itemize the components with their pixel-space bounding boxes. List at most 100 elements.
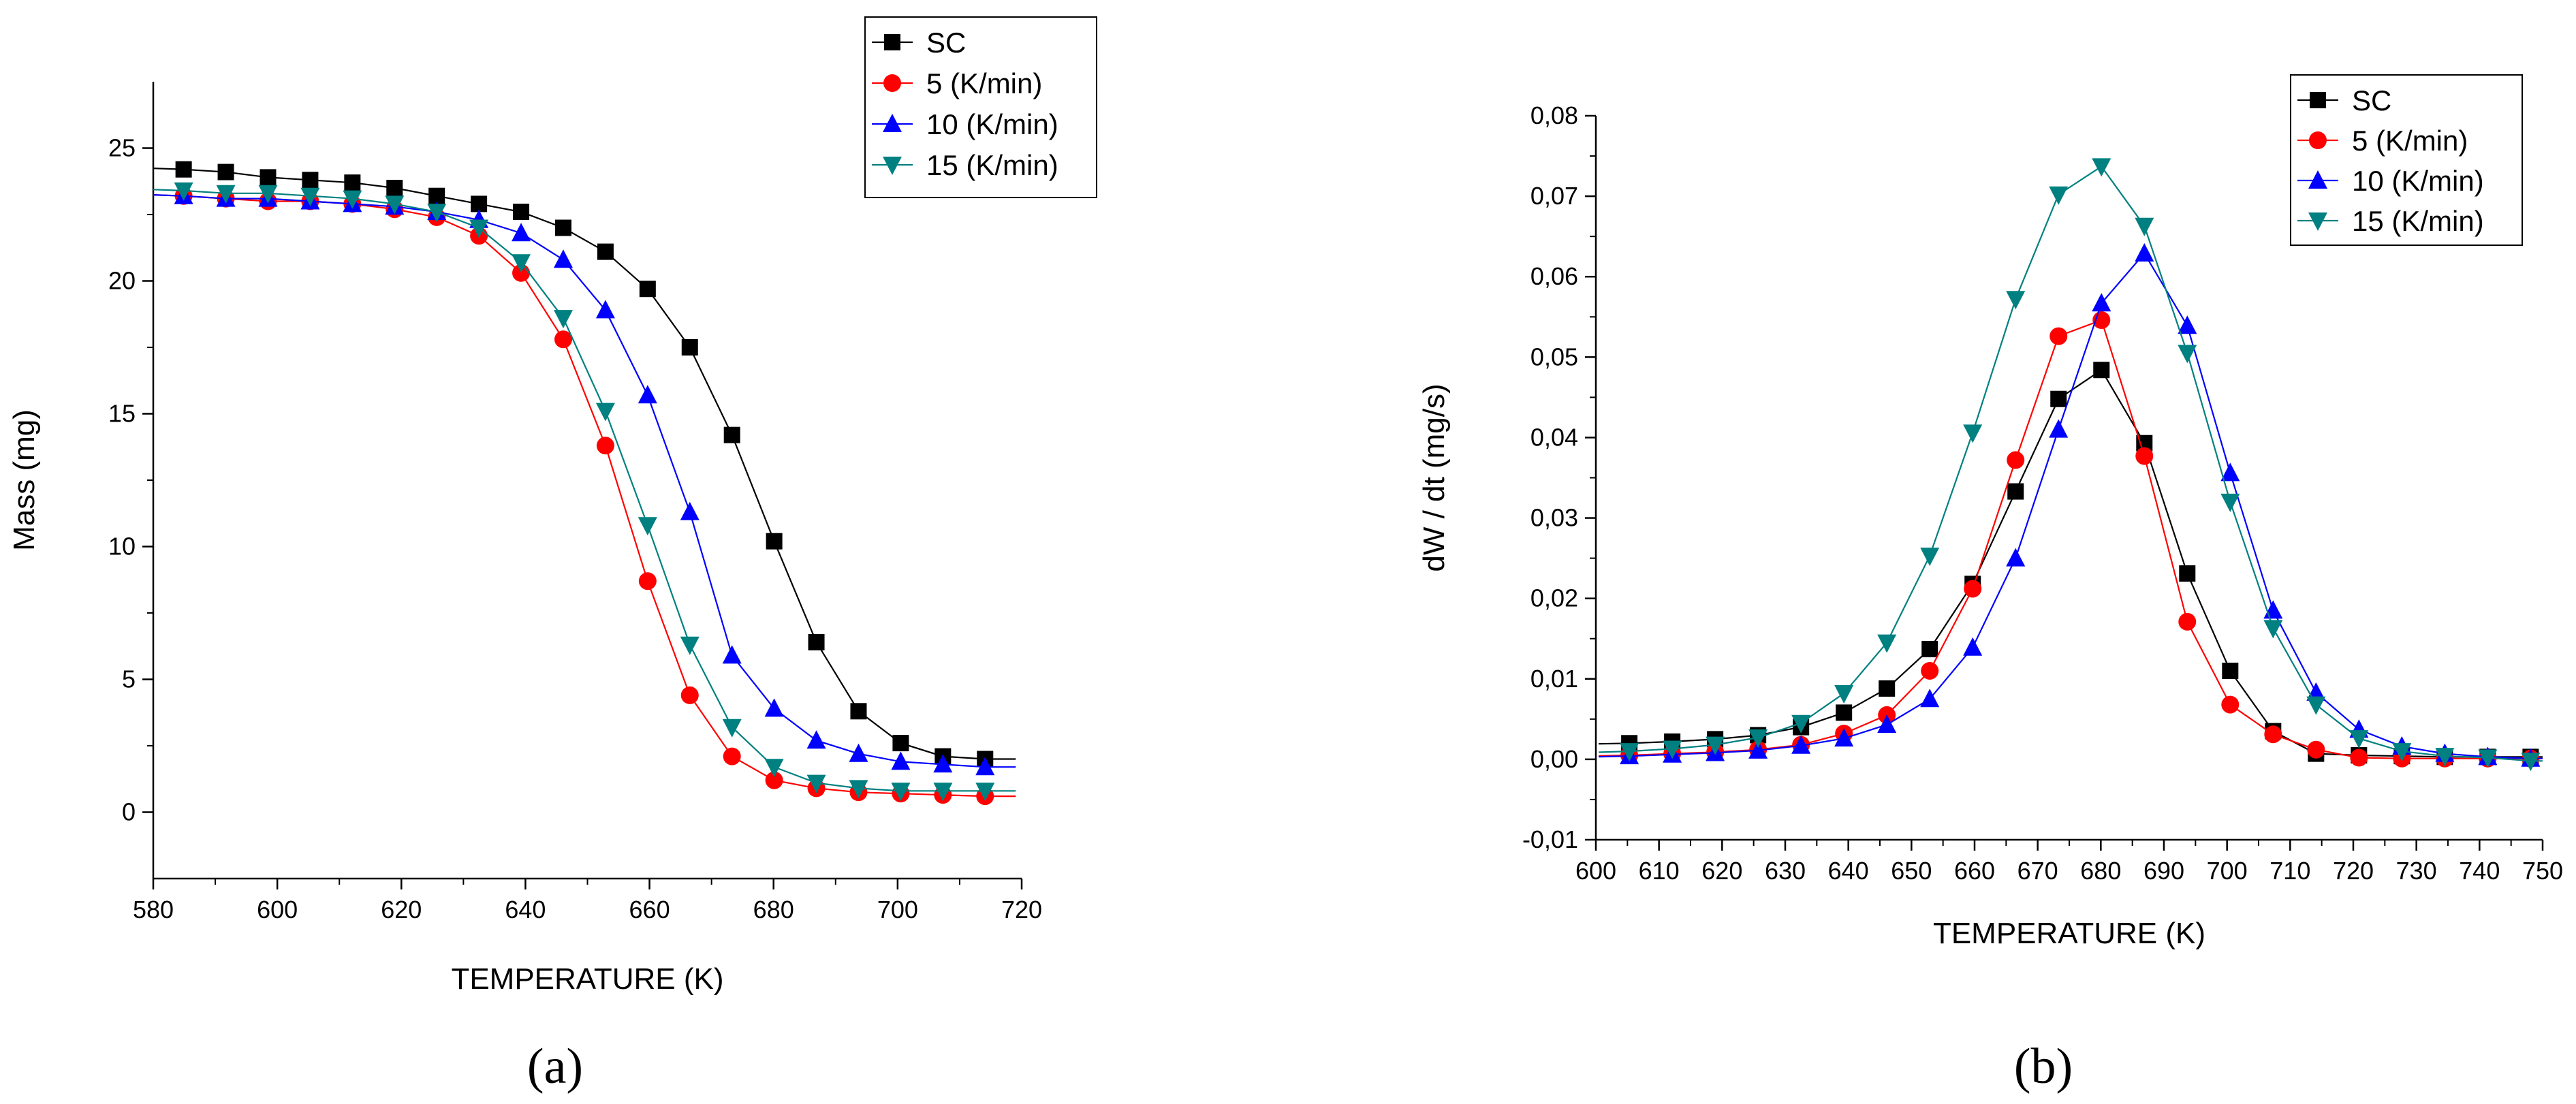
- x-tick-label: 700: [877, 896, 918, 924]
- x-tick-label: 730: [2396, 857, 2437, 885]
- series-4: [153, 182, 1016, 802]
- data-point: [2049, 186, 2069, 205]
- data-point: [300, 187, 320, 206]
- data-point: [2178, 612, 2197, 631]
- data-point: [1748, 740, 1768, 759]
- data-point: [1834, 728, 1854, 747]
- data-point: [2478, 749, 2498, 768]
- data-point: [1620, 743, 1639, 762]
- data-point: [1920, 689, 1940, 708]
- data-point: [849, 743, 868, 762]
- data-point: [2392, 743, 2412, 762]
- data-point: [680, 501, 700, 520]
- data-point: [554, 219, 571, 236]
- data-point: [722, 719, 742, 738]
- data-point: [680, 636, 700, 655]
- data-point: [258, 185, 278, 204]
- legend-label: SC: [926, 27, 966, 59]
- data-point: [597, 243, 614, 260]
- data-point: [2264, 725, 2282, 744]
- data-point: [553, 310, 573, 329]
- legend: SC 5 (K/min) 10 (K/min) 15 (K/min): [864, 16, 1097, 198]
- data-point: [2307, 740, 2325, 759]
- data-point: [892, 735, 909, 752]
- y-tick-label: -0,01: [1522, 825, 1578, 853]
- series-line: [153, 168, 1016, 760]
- legend-marker: [883, 114, 902, 132]
- legend-box: [864, 16, 1097, 198]
- y-tick-label: 0,01: [1530, 665, 1578, 693]
- y-tick-label: 0,06: [1530, 262, 1578, 290]
- data-point: [2521, 753, 2541, 772]
- legend-marker: [2308, 212, 2327, 231]
- data-point: [723, 747, 741, 766]
- y-tick-label: 0: [122, 798, 136, 826]
- x-tick-label: 720: [1001, 896, 1042, 924]
- legend-label: 15 (K/min): [926, 149, 1058, 181]
- data-point: [2179, 565, 2196, 582]
- y-tick-label: 0,00: [1530, 745, 1578, 773]
- data-point: [1791, 735, 1811, 754]
- data-point: [1964, 580, 1982, 598]
- data-point: [2263, 620, 2283, 639]
- data-point: [385, 195, 405, 215]
- data-point: [638, 385, 657, 404]
- y-tick-label: 10: [108, 533, 136, 561]
- legend-marker: [883, 74, 901, 92]
- series-1: [153, 161, 1016, 768]
- data-point: [1963, 424, 1983, 443]
- data-point: [2350, 748, 2368, 767]
- data-point: [933, 754, 953, 773]
- data-point: [764, 759, 784, 778]
- legend-label: 10 (K/min): [926, 108, 1058, 140]
- data-point: [217, 163, 234, 180]
- x-tick-label: 660: [629, 896, 670, 924]
- x-tick-label: 750: [2522, 857, 2563, 885]
- data-point: [596, 437, 614, 455]
- legend-label: SC: [2352, 84, 2391, 116]
- data-point: [216, 185, 236, 204]
- x-tick-label: 600: [257, 896, 298, 924]
- data-point: [174, 182, 193, 201]
- data-point: [638, 517, 657, 536]
- data-point: [975, 757, 995, 776]
- data-point: [2049, 327, 2068, 345]
- data-point: [2306, 696, 2326, 715]
- data-point: [2007, 451, 2025, 469]
- data-point: [1921, 641, 1938, 658]
- legend-marker: [2308, 170, 2327, 189]
- data-point: [1663, 740, 1682, 759]
- data-point: [1920, 548, 1940, 567]
- y-tick-label: 0,07: [1530, 182, 1578, 210]
- data-point: [595, 403, 615, 422]
- x-tick-label: 630: [1765, 857, 1806, 885]
- x-tick-label: 620: [381, 896, 422, 924]
- data-point: [806, 730, 826, 749]
- x-tick-label: 580: [133, 896, 174, 924]
- data-point: [471, 195, 488, 212]
- data-point: [1877, 634, 1897, 653]
- data-point: [808, 633, 825, 650]
- x-tick-label: 700: [2207, 857, 2248, 885]
- legend-label: 15 (K/min): [2352, 205, 2484, 237]
- data-point: [513, 204, 530, 221]
- x-axis-label: TEMPERATURE (K): [451, 962, 723, 996]
- data-point: [595, 300, 615, 319]
- y-tick-label: 0,03: [1530, 504, 1578, 532]
- data-point: [681, 339, 698, 356]
- data-point: [722, 645, 742, 664]
- y-tick-label: 20: [108, 267, 136, 295]
- data-point: [512, 254, 531, 273]
- data-point: [2222, 662, 2239, 679]
- x-tick-label: 720: [2333, 857, 2374, 885]
- data-point: [554, 330, 572, 349]
- legend-label: 10 (K/min): [2352, 165, 2484, 197]
- y-tick-label: 25: [108, 134, 136, 162]
- data-point: [2050, 390, 2067, 407]
- x-tick-label: 640: [505, 896, 546, 924]
- series-line: [1599, 252, 2543, 759]
- data-point: [765, 771, 783, 789]
- data-point: [260, 169, 277, 186]
- legend-marker: [884, 34, 900, 50]
